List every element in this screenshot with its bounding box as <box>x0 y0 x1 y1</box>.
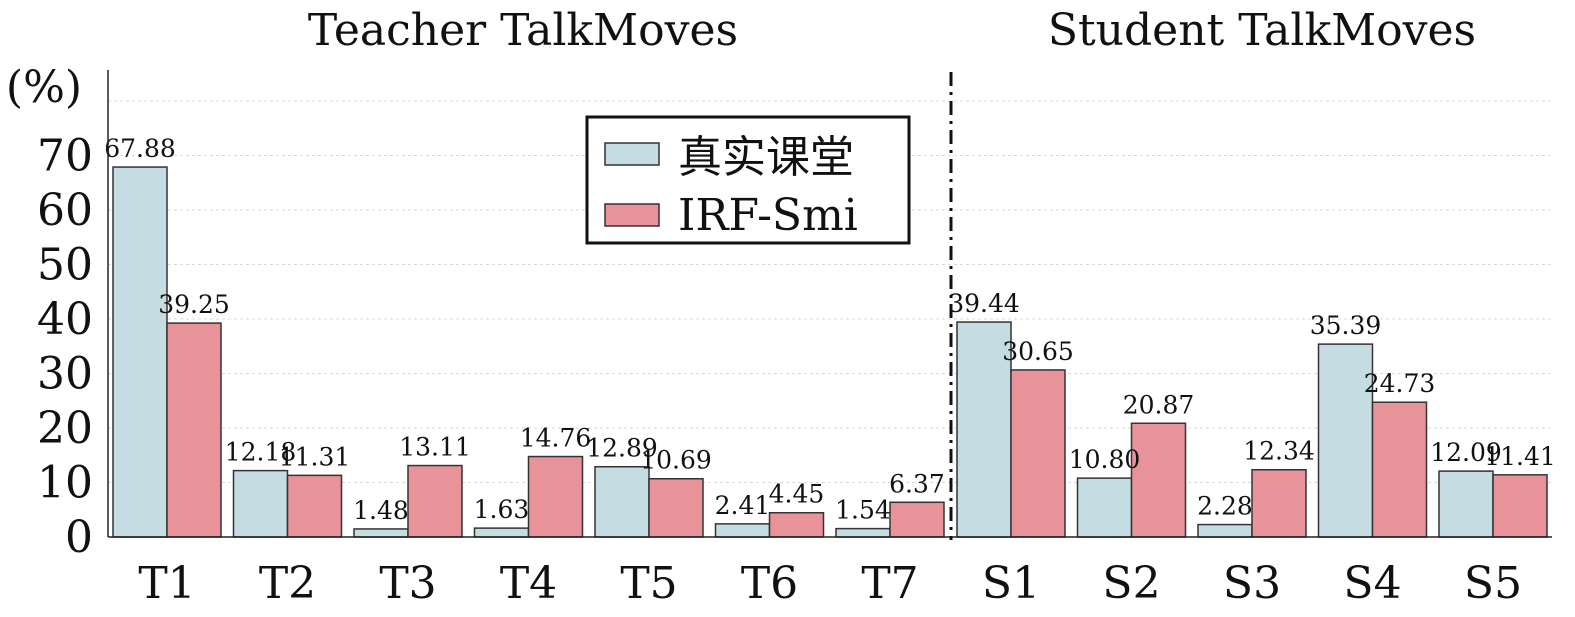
y-tick-label: 20 <box>37 403 93 454</box>
value-label-s5-series-1: 12.09 <box>1430 438 1502 467</box>
value-label-t6-series-1: 2.41 <box>715 491 771 520</box>
bar-t1-series-2 <box>166 322 222 538</box>
value-label-t4-series-1: 1.63 <box>474 495 530 524</box>
y-tick-label: 50 <box>37 240 93 291</box>
bar-s5-series-2 <box>1492 474 1548 538</box>
value-label-s2-series-1: 10.80 <box>1069 445 1141 474</box>
bar-t5-series-2 <box>648 477 704 538</box>
bar-t1-series-1 <box>112 166 168 538</box>
value-label-t5-series-2: 10.69 <box>640 446 712 475</box>
x-tick-label-t3: T3 <box>379 558 436 609</box>
group-title-student: Student TalkMoves <box>1048 5 1476 56</box>
x-tick-label-s5: S5 <box>1464 558 1522 609</box>
bar-t2-series-2 <box>286 474 343 538</box>
value-label-t7-series-2: 6.37 <box>889 469 945 498</box>
y-tick-label: 60 <box>37 185 93 236</box>
legend-swatch-series-1 <box>604 142 660 166</box>
y-tick-label: 40 <box>37 294 93 345</box>
bar-s2-series-1 <box>1076 477 1133 538</box>
y-unit-label: (%) <box>6 62 82 113</box>
x-tick-label-t4: T4 <box>500 558 557 609</box>
x-tick-label-s3: S3 <box>1223 558 1281 609</box>
value-label-s4-series-1: 35.39 <box>1310 311 1382 340</box>
bar-s1-series-2 <box>1010 369 1066 538</box>
bars-layer <box>112 166 1548 538</box>
value-label-s2-series-2: 20.87 <box>1123 390 1195 419</box>
value-label-t7-series-1: 1.54 <box>835 496 891 525</box>
bar-t6-series-2 <box>768 511 825 538</box>
bar-t4-series-2 <box>527 455 584 538</box>
legend: 真实课堂 IRF-Smi <box>585 115 911 245</box>
bar-t7-series-1 <box>835 527 891 538</box>
value-label-t1-series-2: 39.25 <box>158 290 230 319</box>
bar-s5-series-1 <box>1438 470 1494 538</box>
legend-swatch-series-2 <box>604 203 660 227</box>
group-title-teacher: Teacher TalkMoves <box>308 5 738 56</box>
bar-t3-series-2 <box>407 464 463 538</box>
bar-t6-series-1 <box>714 523 771 538</box>
bar-t7-series-2 <box>889 501 945 538</box>
x-tick-label-t7: T7 <box>861 558 918 609</box>
value-labels-layer: 67.8839.2512.1811.311.4813.111.6314.7612… <box>104 134 1556 525</box>
value-label-s3-series-2: 12.34 <box>1243 437 1315 466</box>
x-tick-label-t1: T1 <box>138 558 195 609</box>
value-label-t5-series-1: 12.89 <box>586 434 658 463</box>
legend-label-series-2: IRF-Smi <box>678 190 858 241</box>
bar-s3-series-2 <box>1251 468 1307 538</box>
value-label-t1-series-1: 67.88 <box>104 134 176 163</box>
value-label-t3-series-2: 13.11 <box>399 433 471 462</box>
x-tick-label-s4: S4 <box>1343 558 1401 609</box>
bar-s4-series-1 <box>1317 343 1374 538</box>
bar-s4-series-2 <box>1371 401 1428 538</box>
value-label-t2-series-2: 11.31 <box>279 442 351 471</box>
y-tick-label: 10 <box>37 458 93 509</box>
value-label-t2-series-1: 12.18 <box>225 438 297 467</box>
x-tick-label-s1: S1 <box>982 558 1040 609</box>
x-tick-label-t2: T2 <box>259 558 316 609</box>
x-tick-label-s2: S2 <box>1102 558 1160 609</box>
legend-label-series-1: 真实课堂 <box>678 132 854 183</box>
value-label-s5-series-2: 11.41 <box>1484 442 1556 471</box>
value-label-t6-series-2: 4.45 <box>769 480 825 509</box>
value-label-s4-series-2: 24.73 <box>1364 369 1436 398</box>
bar-s2-series-2 <box>1130 422 1187 538</box>
value-label-t4-series-2: 14.76 <box>520 424 592 453</box>
y-tick-label: 30 <box>37 349 93 400</box>
bar-t2-series-1 <box>232 469 289 538</box>
bar-t5-series-1 <box>594 465 650 538</box>
value-label-t3-series-1: 1.48 <box>353 496 409 525</box>
y-tick-label: 0 <box>65 512 93 563</box>
x-tick-label-t5: T5 <box>620 558 677 609</box>
value-label-s1-series-2: 30.65 <box>1002 337 1074 366</box>
bar-t4-series-1 <box>473 527 530 538</box>
bar-s3-series-1 <box>1197 523 1253 538</box>
x-tick-label-t6: T6 <box>741 558 798 609</box>
value-label-s3-series-1: 2.28 <box>1197 492 1253 521</box>
value-label-s1-series-1: 39.44 <box>948 289 1020 318</box>
y-tick-label: 70 <box>37 131 93 182</box>
bar-t3-series-1 <box>353 528 409 538</box>
